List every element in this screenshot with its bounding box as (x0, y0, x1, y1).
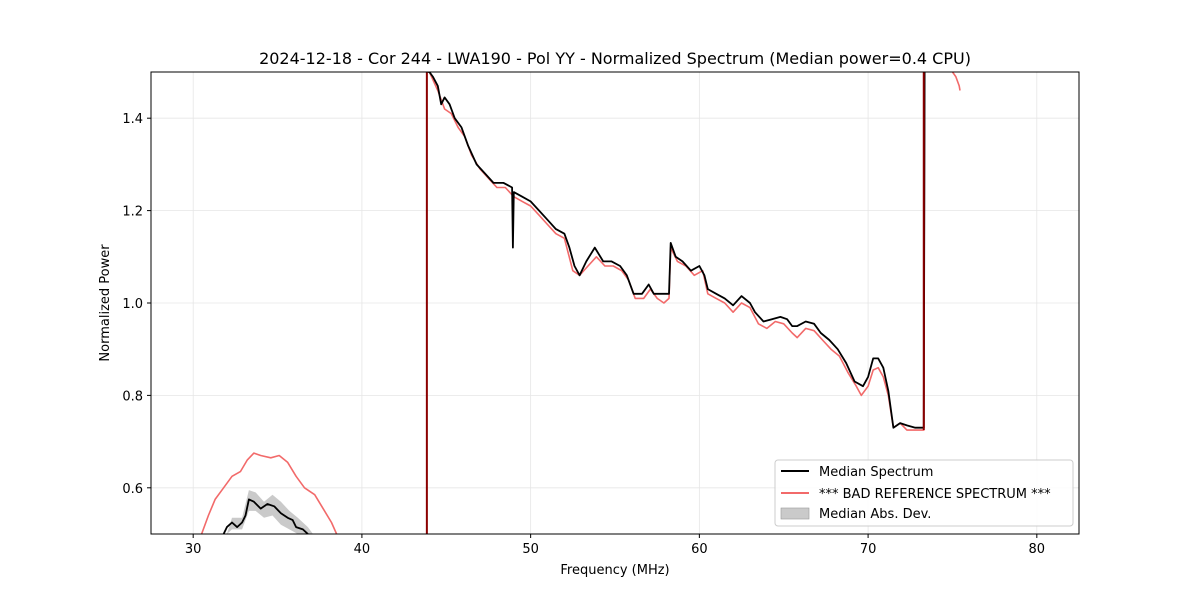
y-tick-label: 1.4 (122, 112, 143, 127)
reference-spectrum-line (200, 452, 338, 534)
y-tick-label: 0.8 (122, 389, 143, 404)
y-tick-label: 0.6 (122, 482, 143, 497)
legend-swatch-mad (780, 507, 810, 520)
legend-label-reference: *** BAD REFERENCE SPECTRUM *** (819, 487, 1051, 502)
ticks: 30 40 50 60 70 80 0.6 0.8 1.0 1.2 1.4 (122, 112, 1045, 557)
chart-title: 2024-12-18 - Cor 244 - LWA190 - Pol YY -… (259, 49, 971, 68)
median-spectrum-line (222, 498, 309, 534)
x-axis-label: Frequency (MHz) (560, 563, 669, 578)
median-spectrum-line (427, 72, 926, 429)
reference-spectrum-line (951, 72, 961, 91)
legend: Median Spectrum *** BAD REFERENCE SPECTR… (774, 459, 1074, 527)
y-axis-label: Normalized Power (98, 244, 113, 362)
y-tick-label: 1.2 (122, 205, 143, 220)
x-tick-label: 70 (860, 542, 877, 557)
x-tick-label: 40 (354, 542, 371, 557)
x-tick-label: 60 (691, 542, 708, 557)
legend-label-median: Median Spectrum (819, 465, 933, 480)
x-tick-label: 30 (185, 542, 202, 557)
legend-label-mad: Median Abs. Dev. (819, 507, 931, 522)
series-layer (200, 72, 961, 534)
x-tick-label: 80 (1029, 542, 1046, 557)
reference-spectrum-line (428, 72, 926, 431)
legend-box (774, 459, 1074, 527)
x-tick-label: 50 (522, 542, 539, 557)
y-tick-label: 1.0 (122, 297, 143, 312)
